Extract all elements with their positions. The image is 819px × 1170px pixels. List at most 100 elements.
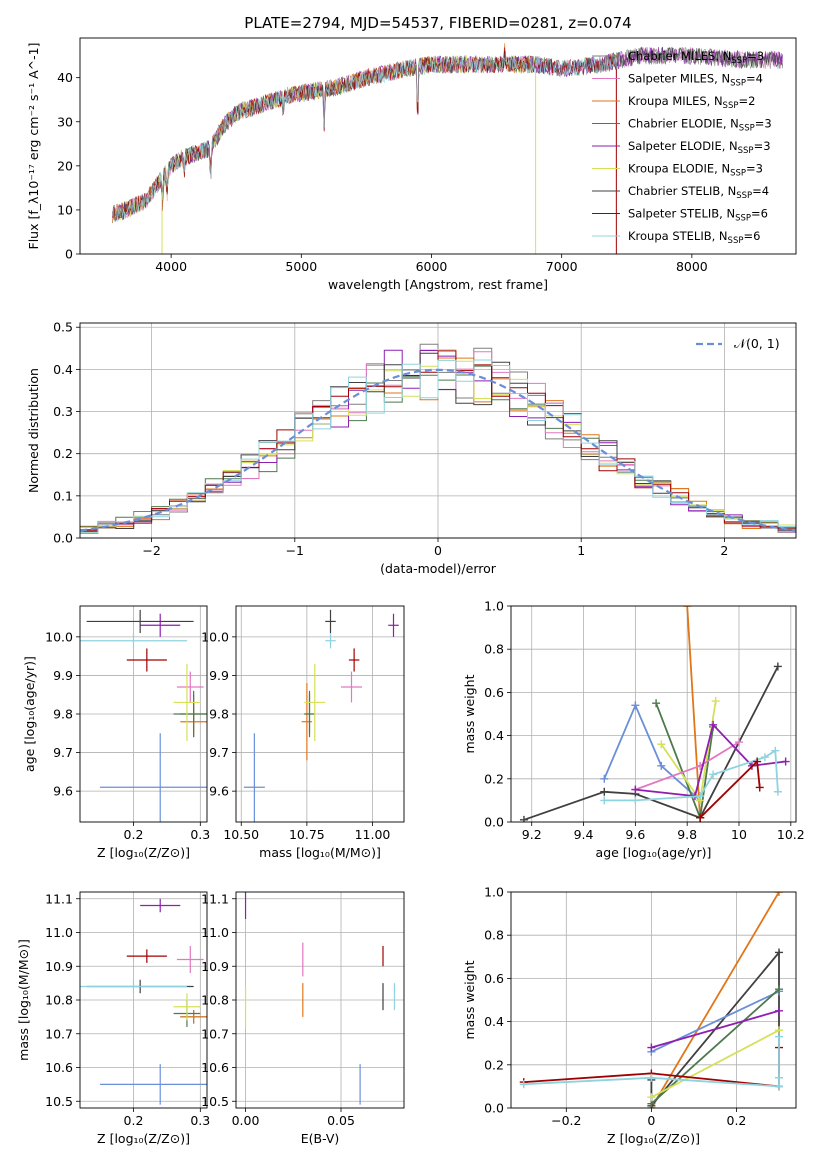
spectrum-line [112,43,536,224]
weight-marker [711,697,720,706]
y-tick-label: 0.8 [484,642,504,657]
y-tick-label: 10.7 [45,1026,73,1041]
weight-marker [600,796,609,805]
plot-area [243,609,399,822]
y-tick-label: 0.1 [53,488,73,503]
y-tick-label: 11.1 [45,891,73,906]
legend-sub: SSP [730,79,746,89]
spectrum-line [112,53,536,221]
y-tick-label: 0.0 [484,1101,504,1116]
y-tick-label: 0.8 [484,928,504,943]
y-tick-label: 10 [57,202,73,217]
legend-label: 𝒩(0, 1) [734,336,780,351]
y-tick-label: 0.2 [53,446,73,461]
legend-count: =6 [743,229,760,243]
x-tick-label: 10.75 [289,827,325,842]
x-tick-label: 1 [577,543,585,558]
y-axis-label: mass weight [462,960,477,1039]
legend-label: Salpeter ELODIE, NSSP=3 [628,139,771,156]
weight-line [699,759,761,819]
spectrum-legend: Chabrier MILES, NSSP=3 Salpeter MILES, NS… [592,49,772,246]
weight-marker [774,1006,783,1015]
weight-marker [631,785,640,794]
y-tick-label: 9.6 [53,784,73,799]
x-axis-label: Z [log₁₀(Z/Z⊙)] [97,845,190,860]
spectrum-line [112,46,783,224]
weight-marker [771,746,780,755]
legend-sub: SSP [731,56,747,66]
x-tick-label: 0.2 [124,1113,144,1128]
y-axis-label: mass weight [462,674,477,753]
residuals-panel: −2 −1 0 1 2 0.0 0.1 0.2 0.3 0.4 0.5 (data-model)/er… [26,320,797,576]
y-tick-label: 30 [57,114,73,129]
spectrum-panel: 4000 5000 6000 7000 8000 0 10 20 30 40 wavelength … [26,37,797,292]
y-tick-label: 10.9 [45,959,73,974]
y-tick-label: 0.6 [484,685,504,700]
x-tick-label: 9.8 [677,827,697,842]
weight-marker [709,770,718,779]
y-tick-label: 9.9 [209,668,229,683]
y-tick-label: 9.8 [209,707,229,722]
x-tick-label: 10.2 [777,827,805,842]
y-tick-label: 0 [65,247,73,262]
weight-marker [683,606,692,610]
x-tick-label: 0.2 [124,827,144,842]
y-tick-label: 10.7 [201,1026,229,1041]
y-tick-label: 11.0 [201,925,229,940]
axes-frame [510,605,797,823]
legend-sub: SSP [736,191,752,201]
weight-marker [600,787,609,796]
y-tick-label: 10.9 [201,959,229,974]
legend-sub: SSP [728,236,744,246]
weight-marker [774,985,783,994]
legend-sub: SSP [723,101,739,111]
legend-count: =6 [751,207,768,221]
legend-count: =3 [746,162,763,176]
legend-label: Kroupa ELODIE, NSSP=3 [628,162,763,179]
legend-sub: SSP [730,169,746,179]
legend-label: Kroupa STELIB, NSSP=6 [628,229,760,246]
y-tick-label: 10.5 [45,1094,73,1109]
legend-count: =3 [755,117,772,131]
x-tick-label: 0.3 [190,1113,210,1128]
y-tick-label: 1.0 [484,885,504,900]
weight-marker [696,792,705,801]
age-vs-mass-panel: 10.50 10.75 11.00 9.6 9.7 9.8 9.9 10.0 mass [log… [201,605,405,860]
weight-marker [631,701,640,710]
y-tick-label: 10.0 [201,629,229,644]
y-tick-label: 40 [57,70,73,85]
legend-sub: SSP [738,146,754,156]
weight-marker [781,757,790,766]
weight-marker [519,815,528,822]
y-tick-label: 20 [57,158,73,173]
x-axis-label: Z [log₁₀(Z/Z⊙)] [97,1131,190,1146]
legend-count: =3 [754,139,771,153]
age-vs-Z-panel: 0.2 0.3 9.6 9.7 9.8 9.9 10.0 Z [log₁₀(Z/Z⊙)] age… [22,605,210,860]
y-tick-label: 10.0 [45,629,73,644]
y-tick-label: 0.2 [484,771,504,786]
x-tick-label: −2 [142,543,160,558]
y-tick-label: 0.6 [484,971,504,986]
plot-area [519,892,783,1108]
plot-area [519,606,790,822]
weight-marker [652,699,661,708]
y-axis-label: mass [log₁₀(M/M⊙)] [16,939,31,1061]
weight-marker [709,720,718,729]
x-tick-label: 0.05 [327,1113,355,1128]
figure-title: PLATE=2794, MJD=54537, FIBERID=0281, z=0… [244,14,631,32]
y-tick-label: 1.0 [484,599,504,614]
weight-marker [773,662,782,671]
weight-line [650,988,780,1105]
spectrum-line [112,47,617,221]
y-tick-label: 9.7 [53,745,73,760]
weight-marker [647,1093,656,1102]
weight-line [650,1029,780,1098]
y-tick-label: 10.6 [45,1060,73,1075]
x-tick-label: 5000 [285,259,317,274]
legend-label: Salpeter MILES, NSSP=4 [628,72,763,89]
x-tick-label: 0 [647,1113,655,1128]
legend-sub: SSP [735,214,751,224]
weight-marker [774,1032,783,1041]
weight-line [603,703,701,802]
x-tick-label: 0.2 [727,1113,747,1128]
